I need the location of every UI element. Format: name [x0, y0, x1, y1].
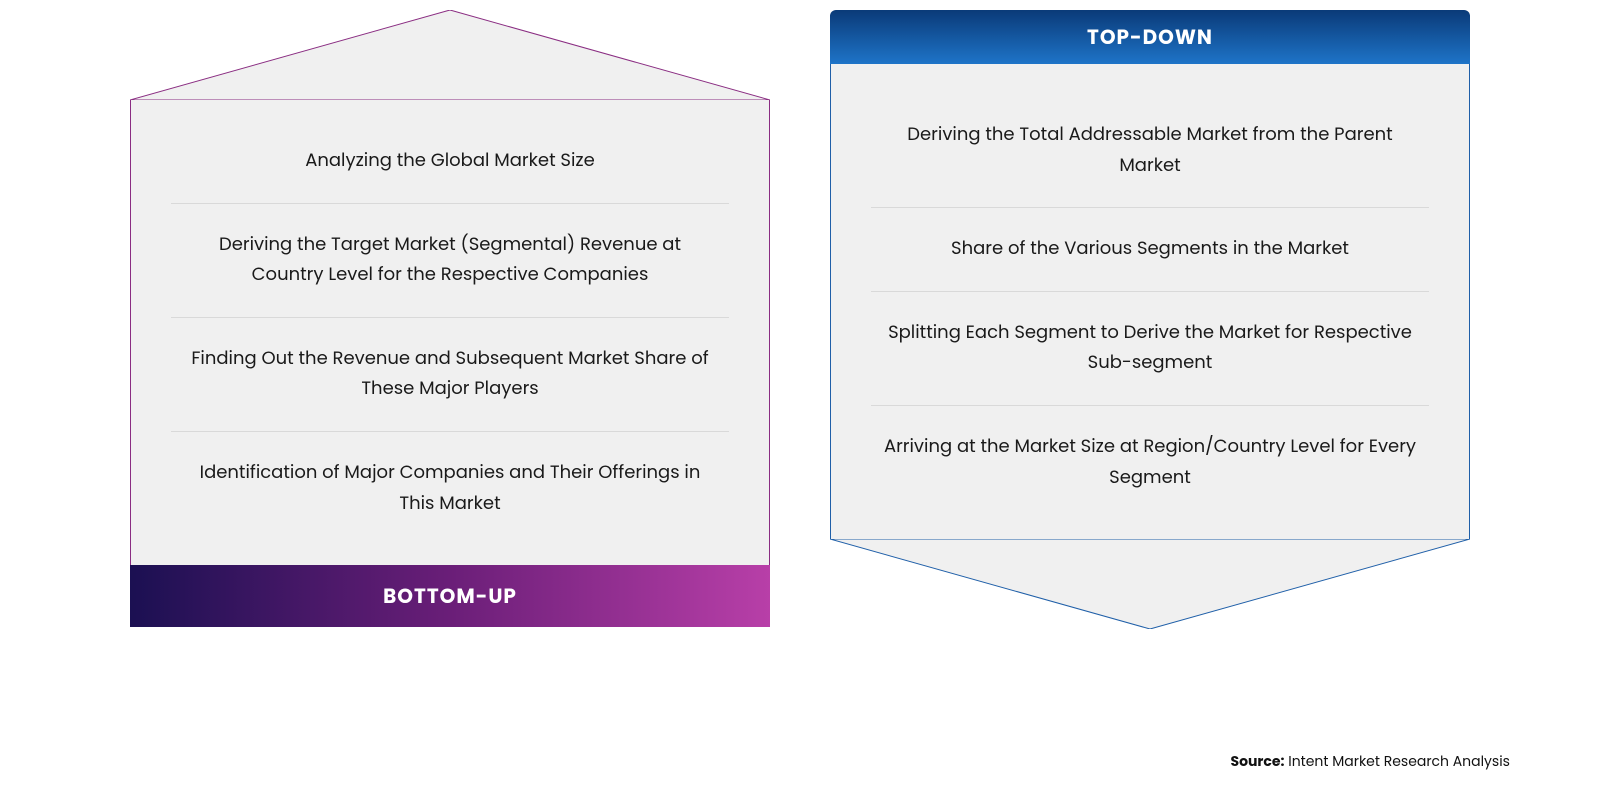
bottom-up-title-bar: BOTTOM-UP — [130, 565, 770, 627]
down-arrow-tip — [830, 539, 1470, 629]
down-arrow-shape — [830, 539, 1470, 629]
bottom-up-panel: Analyzing the Global Market Size Derivin… — [130, 10, 770, 629]
diagram-container: Analyzing the Global Market Size Derivin… — [0, 0, 1600, 629]
bottom-up-step: Finding Out the Revenue and Subsequent M… — [171, 318, 729, 431]
top-down-title: TOP-DOWN — [1087, 22, 1213, 52]
top-down-step: Deriving the Total Addressable Market fr… — [871, 94, 1429, 207]
up-arrow-shape — [130, 10, 770, 100]
bottom-up-step: Analyzing the Global Market Size — [171, 120, 729, 203]
source-text: Intent Market Research Analysis — [1288, 751, 1510, 771]
bottom-up-title: BOTTOM-UP — [383, 581, 517, 611]
top-down-step: Share of the Various Segments in the Mar… — [871, 208, 1429, 291]
top-down-body: Deriving the Total Addressable Market fr… — [830, 64, 1470, 539]
top-down-title-bar: TOP-DOWN — [830, 10, 1470, 64]
bottom-up-step: Deriving the Target Market (Segmental) R… — [171, 204, 729, 317]
top-down-step: Splitting Each Segment to Derive the Mar… — [871, 292, 1429, 405]
top-down-panel: TOP-DOWN Deriving the Total Addressable … — [830, 10, 1470, 629]
up-arrow-roof — [130, 10, 770, 100]
source-line: Source: Intent Market Research Analysis — [1230, 751, 1510, 772]
source-label: Source: — [1230, 751, 1284, 771]
top-down-step: Arriving at the Market Size at Region/Co… — [871, 406, 1429, 519]
bottom-up-step: Identification of Major Companies and Th… — [171, 432, 729, 545]
bottom-up-body: Analyzing the Global Market Size Derivin… — [130, 100, 770, 565]
